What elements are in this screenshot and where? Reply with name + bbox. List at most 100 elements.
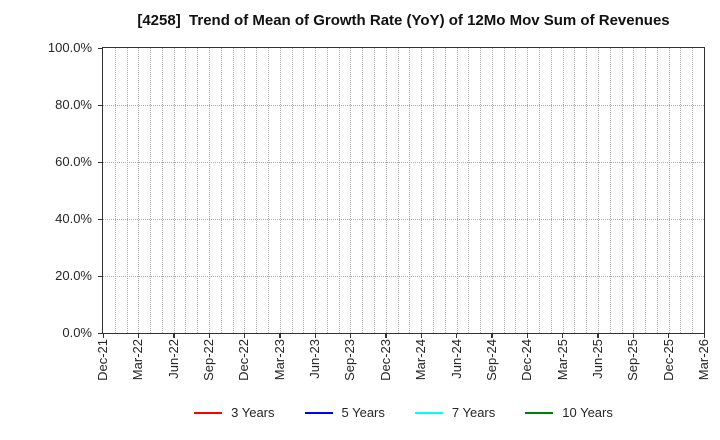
- v-gridline: [397, 48, 399, 333]
- y-tick-mark: [98, 104, 103, 106]
- y-tick-mark: [98, 218, 103, 220]
- v-gridline: [220, 48, 222, 333]
- h-gridline: [103, 219, 704, 220]
- v-gridline: [692, 48, 694, 333]
- legend: 3 Years 5 Years 7 Years 10 Years: [103, 403, 704, 423]
- x-tick-label: Sep-23: [342, 339, 358, 381]
- x-tick-mark: [173, 334, 175, 338]
- y-tick-label: 80.0%: [55, 97, 92, 112]
- x-tick-mark: [668, 334, 670, 338]
- legend-line-swatch: [194, 411, 223, 415]
- y-tick-mark: [98, 47, 103, 49]
- x-tick-mark: [632, 334, 635, 338]
- x-tick-mark: [526, 334, 529, 338]
- x-tick-label: Mar-22: [130, 339, 146, 381]
- v-gridline: [326, 48, 328, 333]
- v-gridline: [126, 48, 128, 333]
- legend-line-swatch: [414, 411, 443, 415]
- v-gridline: [291, 48, 293, 333]
- y-tick-label: 100.0%: [47, 40, 92, 55]
- v-gridline: [385, 48, 387, 333]
- y-tick-mark: [98, 161, 103, 163]
- x-tick-label: Jun-23: [307, 339, 323, 379]
- y-tick-label: 0.0%: [62, 325, 92, 340]
- v-gridline: [374, 48, 376, 333]
- v-gridline: [138, 48, 140, 333]
- x-tick-label: Sep-25: [625, 339, 641, 381]
- v-gridline: [633, 48, 635, 333]
- x-tick-label: Dec-25: [660, 339, 676, 381]
- legend-item: 3 Years: [194, 405, 275, 421]
- v-gridline: [338, 48, 340, 333]
- x-tick-label: Dec-23: [377, 339, 393, 381]
- v-gridline: [244, 48, 246, 333]
- v-gridline: [209, 48, 211, 333]
- v-gridline: [267, 48, 269, 333]
- v-gridline: [645, 48, 647, 333]
- v-gridline: [597, 48, 599, 333]
- x-tick-label: Sep-24: [483, 339, 499, 381]
- v-gridline: [303, 48, 305, 333]
- v-gridline: [621, 48, 623, 333]
- x-tick-mark: [456, 334, 458, 338]
- v-gridline: [668, 48, 670, 333]
- legend-item: 10 Years: [525, 405, 613, 421]
- x-tick-mark: [243, 334, 246, 338]
- v-gridline: [515, 48, 517, 333]
- legend-line-swatch: [525, 411, 554, 415]
- x-tick-mark: [597, 334, 599, 338]
- v-gridline: [491, 48, 493, 333]
- h-gridline: [103, 276, 704, 277]
- x-tick-mark: [420, 334, 422, 338]
- v-gridline: [197, 48, 199, 333]
- x-tick-mark: [102, 334, 104, 338]
- y-tick-label: 20.0%: [55, 268, 92, 283]
- v-gridline: [550, 48, 552, 333]
- v-gridline: [527, 48, 529, 333]
- x-tick-label: Dec-21: [95, 339, 110, 381]
- x-tick-label: Jun-24: [448, 339, 464, 379]
- v-gridline: [503, 48, 505, 333]
- v-gridline: [185, 48, 187, 333]
- v-gridline: [150, 48, 152, 333]
- x-tick-mark: [208, 334, 210, 338]
- y-tick-mark: [98, 275, 103, 277]
- x-tick-label: Mar-25: [554, 339, 570, 381]
- v-gridline: [680, 48, 682, 333]
- x-tick-mark: [562, 334, 564, 338]
- v-gridline: [656, 48, 658, 333]
- v-gridline: [574, 48, 576, 333]
- v-gridline: [468, 48, 470, 333]
- legend-label: 5 Years: [341, 405, 385, 420]
- x-tick-mark: [137, 334, 140, 338]
- v-gridline: [539, 48, 541, 333]
- v-gridline: [256, 48, 258, 333]
- legend-line-swatch: [304, 411, 333, 415]
- x-tick-mark: [703, 334, 705, 338]
- x-tick-mark: [279, 334, 281, 338]
- v-gridline: [609, 48, 611, 333]
- legend-label: 10 Years: [562, 405, 613, 420]
- v-gridline: [421, 48, 423, 333]
- v-gridline: [586, 48, 588, 333]
- x-tick-mark: [491, 334, 493, 338]
- v-gridline: [444, 48, 446, 333]
- v-gridline: [350, 48, 352, 333]
- v-gridline: [232, 48, 234, 333]
- x-tick-label: Mar-24: [413, 339, 429, 381]
- v-gridline: [315, 48, 317, 333]
- x-tick-label: Jun-22: [165, 339, 181, 379]
- x-tick-mark: [314, 334, 316, 338]
- x-tick-label: Dec-24: [519, 339, 535, 381]
- v-gridline: [456, 48, 458, 333]
- x-tick-label: Jun-25: [589, 339, 605, 379]
- x-tick-label: Mar-23: [271, 339, 287, 381]
- y-tick-label: 60.0%: [55, 154, 92, 169]
- x-tick-mark: [349, 334, 352, 338]
- legend-item: 5 Years: [304, 405, 385, 421]
- v-gridline: [362, 48, 364, 333]
- legend-label: 3 Years: [231, 405, 275, 420]
- x-tick-label: Mar-26: [696, 339, 711, 381]
- v-gridline: [562, 48, 564, 333]
